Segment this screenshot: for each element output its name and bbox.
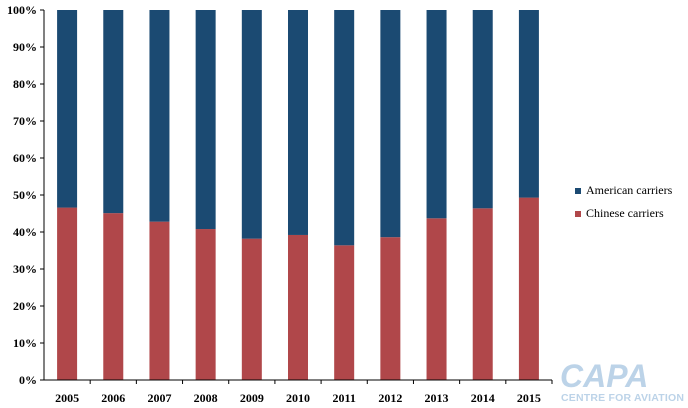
bar-segment-chinese-carriers [149,221,170,380]
y-tick-label: 0% [19,373,37,387]
y-tick-label: 20% [13,299,37,313]
y-axis-ticks: 0% 10% 20% 30% 40% 50% 60% 70% 80% 90% 100% [7,3,44,387]
watermark-logo-text: CAPA [560,358,648,394]
x-tick-label: 2011 [333,391,356,405]
bar-segment-chinese-carriers [380,237,401,380]
x-tick-label: 2007 [147,391,171,405]
y-tick-label: 60% [13,151,37,165]
bar-segment-american-carriers [518,10,539,198]
x-tick-label: 2008 [194,391,218,405]
legend-label: American carriers [586,183,673,197]
x-tick-label: 2015 [517,391,541,405]
y-tick-label: 80% [13,77,37,91]
x-tick-label: 2006 [101,391,125,405]
y-tick-label: 100% [7,3,37,17]
watermark-tagline: CENTRE FOR AVIATION [561,392,684,404]
y-tick-label: 40% [13,225,37,239]
x-tick-label: 2013 [425,391,449,405]
legend-swatch [575,188,581,194]
bar-segment-american-carriers [195,10,216,230]
bar-segment-american-carriers [57,10,78,208]
bars-layer [57,10,539,380]
capa-logo-watermark: CAPA CENTRE FOR AVIATION [560,358,684,404]
x-tick-label: 2012 [378,391,402,405]
bar-segment-chinese-carriers [195,229,216,380]
bar-segment-american-carriers [334,10,355,246]
y-tick-label: 10% [13,336,37,350]
bar-segment-chinese-carriers [426,218,447,380]
legend-label: Chinese carriers [586,206,664,220]
bar-segment-chinese-carriers [334,245,355,380]
bar-segment-american-carriers [103,10,124,214]
legend-swatch [575,211,581,217]
bar-segment-american-carriers [288,10,308,235]
x-tick-label: 2009 [240,391,264,405]
bar-segment-chinese-carriers [518,197,539,380]
bar-segment-american-carriers [380,10,401,238]
bar-segment-chinese-carriers [288,234,308,380]
y-tick-label: 30% [13,262,37,276]
y-tick-label: 50% [13,188,37,202]
x-tick-label: 2005 [55,391,79,405]
bar-segment-chinese-carriers [57,207,78,380]
x-tick-label: 2014 [471,391,495,405]
x-tick-label: 2010 [286,391,310,405]
bar-segment-chinese-carriers [103,213,124,380]
bar-segment-chinese-carriers [472,208,493,380]
y-tick-label: 70% [13,114,37,128]
bar-segment-american-carriers [426,10,447,219]
y-tick-label: 90% [13,40,37,54]
x-axis-ticks: 2005 2006 2007 2008 2009 2010 2011 2012 2013 2014… [55,380,553,405]
bar-segment-american-carriers [472,10,493,209]
legend: American carriers Chinese carriers [575,183,673,220]
bar-segment-american-carriers [241,10,262,239]
bar-segment-american-carriers [149,10,170,222]
bar-segment-chinese-carriers [241,238,262,380]
